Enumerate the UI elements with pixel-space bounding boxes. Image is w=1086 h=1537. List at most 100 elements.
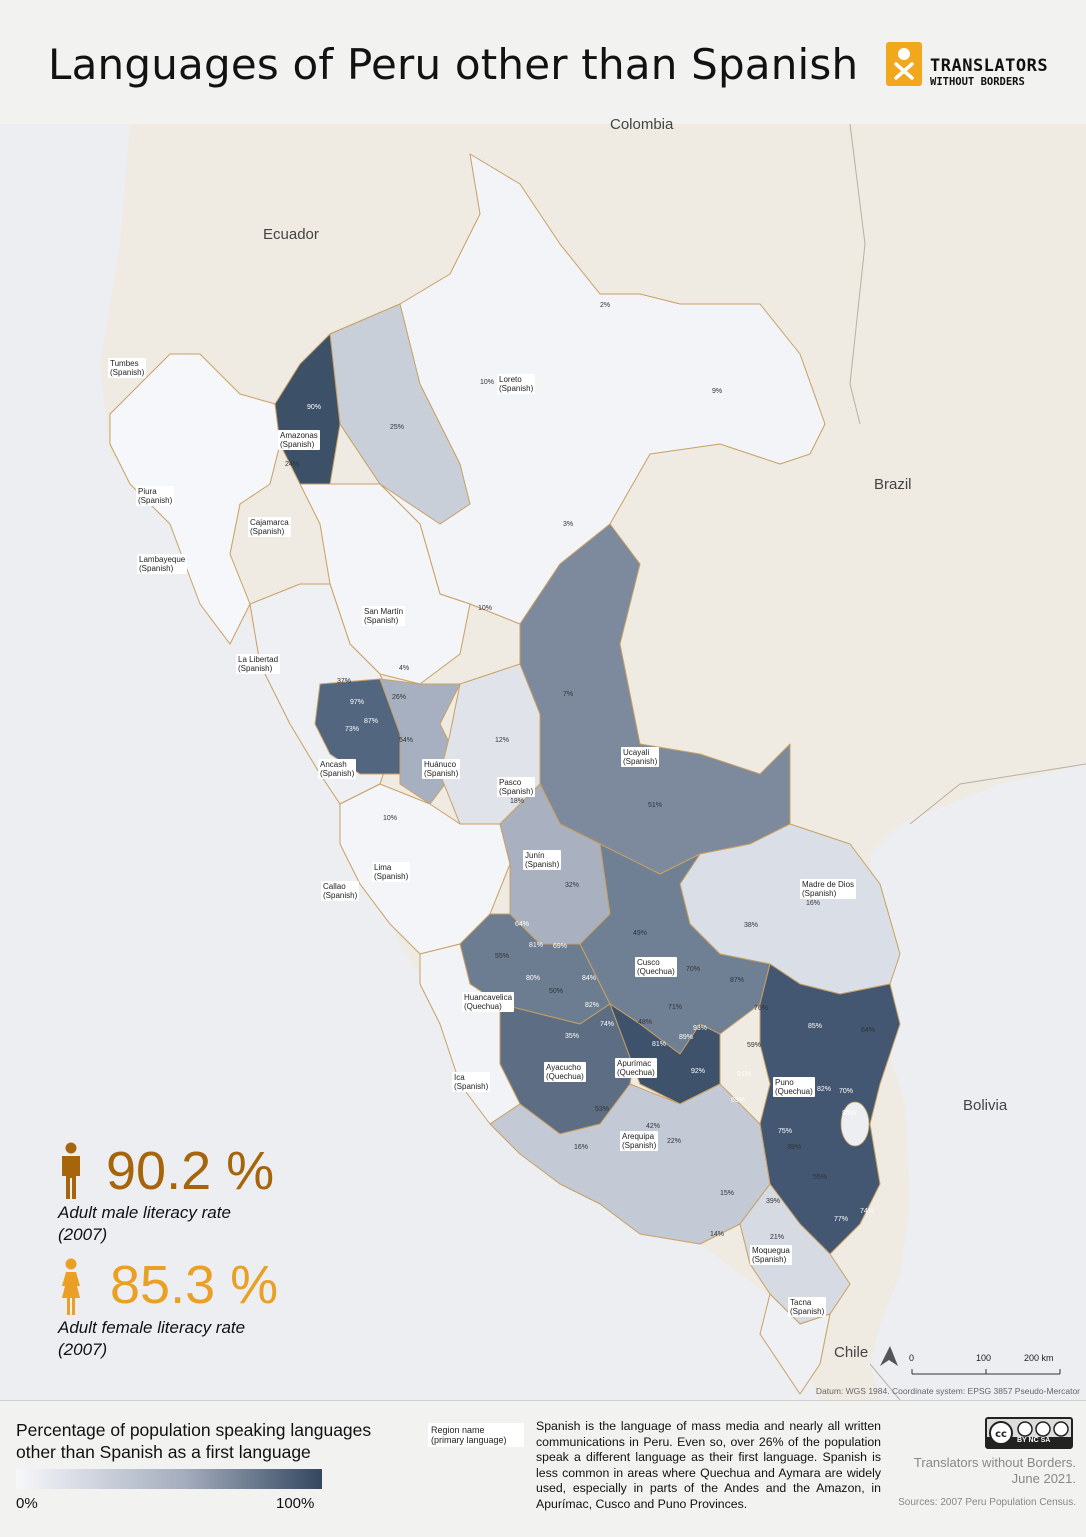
province-value: 49%: [633, 930, 648, 937]
province-value: 85%: [808, 1023, 823, 1030]
region-label: Ayacucho (Quechua): [544, 1062, 586, 1082]
map[interactable]: Ecuador Colombia Brazil Bolivia Chile Tu…: [0, 116, 1086, 1400]
province-value: 22%: [667, 1138, 682, 1145]
province-value: 50%: [549, 988, 564, 995]
province-value: 75%: [778, 1128, 793, 1135]
region-label: Huancavelica (Quechua): [462, 992, 515, 1012]
datum-note: Datum: WGS 1984. Coordinate system: EPSG…: [815, 1386, 1080, 1396]
page-title: Languages of Peru other than Spanish: [48, 40, 859, 89]
cc-license-text: BY NC SA: [1017, 1437, 1051, 1444]
province-value: 77%: [834, 1216, 849, 1223]
region-puno[interactable]: [759, 963, 901, 1255]
province-value: 51%: [648, 802, 663, 809]
province-25[interactable]: [329, 303, 471, 525]
region-label: Huánuco (Spanish): [422, 759, 461, 779]
province-value: 87%: [364, 718, 379, 725]
province-value: 81%: [529, 942, 544, 949]
province-value: 10%: [480, 379, 495, 386]
region-moquegua[interactable]: [739, 1183, 851, 1325]
province-value: 87%: [730, 977, 745, 984]
province-value: 38%: [744, 922, 759, 929]
region-label: Lambayeque (Spanish): [137, 554, 188, 574]
region-label: La Libertad (Spanish): [236, 654, 281, 674]
province-value: 48%: [638, 1019, 653, 1026]
region-label: Cusco (Quechua): [635, 957, 677, 977]
region-label: Cajamarca (Spanish): [248, 517, 291, 537]
credit: Translators without Borders. June 2021.: [913, 1455, 1076, 1486]
province-value: 92%: [691, 1068, 706, 1075]
legend-min: 0%: [16, 1495, 38, 1512]
region-label: Ucayali (Spanish): [621, 747, 660, 767]
province-value: 4%: [399, 665, 410, 672]
province-value: 74%: [860, 1208, 875, 1215]
region-label: Tumbes (Spanish): [108, 358, 147, 378]
female-person-icon: [58, 1258, 84, 1315]
region-label: Lima (Spanish): [372, 862, 411, 882]
lake-titicaca: [840, 1101, 870, 1147]
legend-key: Region name (primary language): [428, 1423, 524, 1447]
province-value: 37%: [337, 678, 352, 685]
male-person-icon: [58, 1142, 84, 1199]
province-value: 39%: [787, 1144, 802, 1151]
province-value: 42%: [646, 1123, 661, 1130]
region-apurimac[interactable]: [609, 1003, 721, 1105]
region-label: Loreto (Spanish): [497, 374, 536, 394]
legend-color-ramp: [16, 1469, 322, 1489]
region-label: Ica (Spanish): [452, 1072, 491, 1092]
female-literacy-label: Adult female literacy rate (2007): [58, 1318, 246, 1359]
region-label: Tacna (Spanish): [788, 1297, 827, 1317]
region-label: Apurímac (Quechua): [615, 1058, 657, 1078]
map-canvas: [100, 124, 1086, 1400]
province-value: 7%: [563, 691, 574, 698]
province-value: 82%: [817, 1086, 832, 1093]
province-value: 16%: [806, 900, 821, 907]
male-literacy-label: Adult male literacy rate (2007): [58, 1203, 231, 1244]
description-text: Spanish is the language of mass media an…: [536, 1419, 881, 1511]
province-value: 90%: [307, 404, 322, 411]
province-value: 12%: [495, 737, 510, 744]
province-value: 80%: [526, 975, 541, 982]
country-label: Brazil: [874, 476, 912, 493]
province-value: 10%: [383, 815, 398, 822]
province-value: 64%: [515, 921, 530, 928]
region-label: Junín (Spanish): [523, 850, 562, 870]
province-value: 70%: [686, 966, 701, 973]
region-label: Pasco (Spanish): [497, 777, 536, 797]
region-label: San Martín (Spanish): [362, 606, 406, 626]
province-value: 64%: [861, 1027, 876, 1034]
province-value: 93%: [693, 1025, 708, 1032]
province-value: 54%: [399, 737, 414, 744]
male-literacy-value: 90.2 %: [106, 1141, 275, 1201]
header: Languages of Peru other than Spanish TRA…: [0, 0, 1086, 125]
province-value: 53%: [595, 1106, 610, 1113]
country-label: Bolivia: [963, 1097, 1008, 1114]
region-label: Madre de Dios (Spanish): [800, 879, 857, 899]
sources: Sources: 2007 Peru Population Census.: [898, 1497, 1076, 1508]
legend-footer: Percentage of population speaking langua…: [0, 1400, 1086, 1537]
scale-tick-0: 0: [909, 1353, 915, 1363]
scale-bar: [911, 1369, 1061, 1375]
logo-text: TRANSLATORS: [930, 56, 1049, 76]
province-value: 91%: [737, 1071, 752, 1078]
province-value: 81%: [652, 1041, 667, 1048]
province-value: 18%: [510, 798, 525, 805]
province-value: 14%: [710, 1231, 725, 1238]
region-label: Puno (Quechua): [773, 1077, 815, 1097]
province-value: 16%: [574, 1144, 589, 1151]
province-value: 71%: [668, 1004, 683, 1011]
province-value: 69%: [731, 1097, 746, 1104]
province-value: 9%: [712, 388, 723, 395]
province-value: 15%: [720, 1190, 735, 1197]
province-value: 26%: [392, 694, 407, 701]
province-value: 97%: [350, 699, 365, 706]
province-value: 25%: [390, 424, 405, 431]
region-tacna[interactable]: [759, 1293, 831, 1395]
legend-title: Percentage of population speaking langua…: [16, 1420, 372, 1462]
country-label: Ecuador: [263, 226, 319, 243]
region-label: Amazonas (Spanish): [278, 430, 320, 450]
province-value: 59%: [747, 1042, 762, 1049]
scale-tick-100: 100: [976, 1353, 992, 1363]
logo-subtext: WITHOUT BORDERS: [930, 76, 1025, 88]
province-value: 3%: [563, 521, 574, 528]
province-value: 74%: [600, 1021, 615, 1028]
